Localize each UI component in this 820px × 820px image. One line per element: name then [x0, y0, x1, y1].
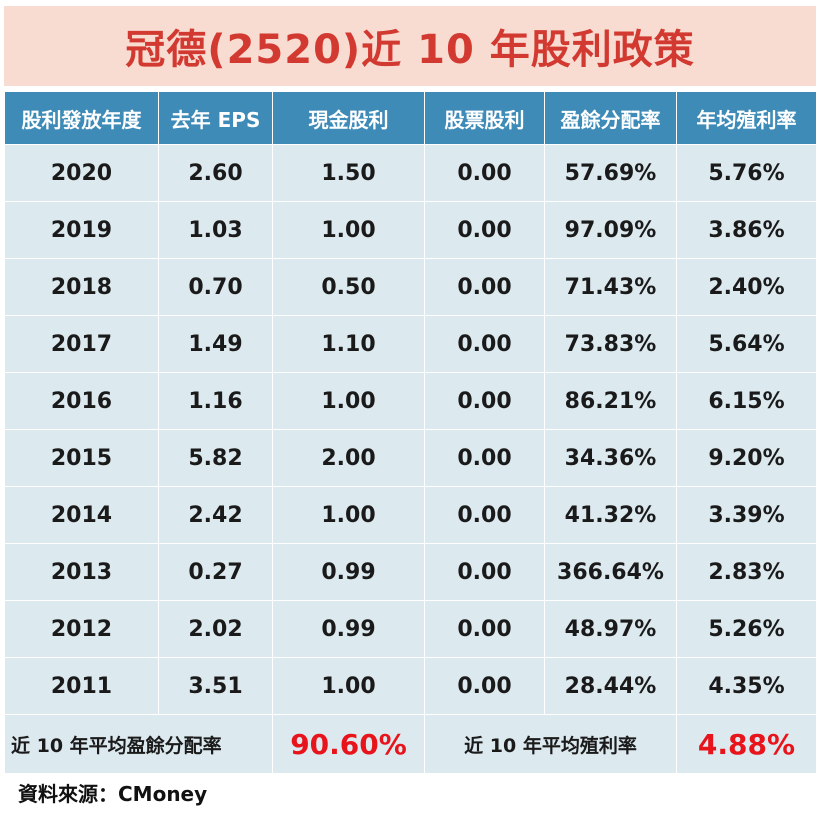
header-year: 股利發放年度: [4, 91, 159, 145]
header-eps: 去年 EPS: [158, 91, 273, 145]
eps-cell: 1.03: [158, 201, 273, 259]
stock-dividend-cell: 0.00: [424, 543, 545, 601]
stock-dividend-cell: 0.00: [424, 429, 545, 487]
source-note: 資料來源：CMoney: [18, 782, 208, 806]
yield-cell: 5.26%: [676, 600, 817, 658]
stock-dividend-cell: 0.00: [424, 372, 545, 430]
eps-cell: 3.51: [158, 657, 273, 715]
cash-dividend-cell: 1.00: [272, 657, 425, 715]
header-payout-ratio: 盈餘分配率: [544, 91, 677, 145]
year-cell: 2019: [4, 201, 159, 259]
stock-dividend-cell: 0.00: [424, 315, 545, 373]
avg-payout-label: 近 10 年平均盈餘分配率: [4, 714, 273, 774]
year-cell: 2011: [4, 657, 159, 715]
payout-ratio-cell: 28.44%: [544, 657, 677, 715]
yield-cell: 2.83%: [676, 543, 817, 601]
yield-cell: 3.86%: [676, 201, 817, 259]
yield-cell: 5.64%: [676, 315, 817, 373]
eps-cell: 2.42: [158, 486, 273, 544]
year-cell: 2013: [4, 543, 159, 601]
year-cell: 2012: [4, 600, 159, 658]
header-yield: 年均殖利率: [676, 91, 817, 145]
eps-cell: 2.60: [158, 144, 273, 202]
stock-dividend-cell: 0.00: [424, 657, 545, 715]
payout-ratio-cell: 41.32%: [544, 486, 677, 544]
cash-dividend-cell: 0.50: [272, 258, 425, 316]
table-row: 2013 0.27 0.99 0.00 366.64% 2.83%: [4, 543, 817, 601]
yield-cell: 2.40%: [676, 258, 817, 316]
table-row: 2014 2.42 1.00 0.00 41.32% 3.39%: [4, 486, 817, 544]
year-cell: 2016: [4, 372, 159, 430]
page-title: 冠德(2520)近 10 年股利政策: [125, 27, 695, 73]
yield-cell: 4.35%: [676, 657, 817, 715]
payout-ratio-cell: 57.69%: [544, 144, 677, 202]
payout-ratio-cell: 48.97%: [544, 600, 677, 658]
payout-ratio-cell: 73.83%: [544, 315, 677, 373]
cash-dividend-cell: 1.10: [272, 315, 425, 373]
yield-cell: 9.20%: [676, 429, 817, 487]
header-stock-dividend: 股票股利: [424, 91, 545, 145]
payout-ratio-cell: 97.09%: [544, 201, 677, 259]
eps-cell: 1.16: [158, 372, 273, 430]
table-row: 2016 1.16 1.00 0.00 86.21% 6.15%: [4, 372, 817, 430]
stock-dividend-cell: 0.00: [424, 258, 545, 316]
summary-row: 近 10 年平均盈餘分配率 90.60% 近 10 年平均殖利率 4.88%: [4, 714, 817, 774]
payout-ratio-cell: 86.21%: [544, 372, 677, 430]
dividend-table: 股利發放年度 去年 EPS 現金股利 股票股利 盈餘分配率 年均殖利率 2020…: [4, 91, 817, 774]
stock-dividend-cell: 0.00: [424, 600, 545, 658]
yield-cell: 3.39%: [676, 486, 817, 544]
year-cell: 2015: [4, 429, 159, 487]
avg-yield-label: 近 10 年平均殖利率: [424, 714, 677, 774]
cash-dividend-cell: 0.99: [272, 543, 425, 601]
header-cash-dividend: 現金股利: [272, 91, 425, 145]
table-body: 2020 2.60 1.50 0.00 57.69% 5.76% 2019 1.03 1.00 0…: [4, 144, 817, 715]
yield-cell: 6.15%: [676, 372, 817, 430]
year-cell: 2018: [4, 258, 159, 316]
cash-dividend-cell: 2.00: [272, 429, 425, 487]
table-row: 2018 0.70 0.50 0.00 71.43% 2.40%: [4, 258, 817, 316]
eps-cell: 0.70: [158, 258, 273, 316]
cash-dividend-cell: 1.50: [272, 144, 425, 202]
payout-ratio-cell: 366.64%: [544, 543, 677, 601]
table-row: 2019 1.03 1.00 0.00 97.09% 3.86%: [4, 201, 817, 259]
eps-cell: 0.27: [158, 543, 273, 601]
stock-dividend-cell: 0.00: [424, 486, 545, 544]
table-row: 2012 2.02 0.99 0.00 48.97% 5.26%: [4, 600, 817, 658]
table-row: 2015 5.82 2.00 0.00 34.36% 9.20%: [4, 429, 817, 487]
stock-dividend-cell: 0.00: [424, 201, 545, 259]
avg-payout-value: 90.60%: [272, 714, 425, 774]
year-cell: 2014: [4, 486, 159, 544]
eps-cell: 2.02: [158, 600, 273, 658]
cash-dividend-cell: 0.99: [272, 600, 425, 658]
year-cell: 2020: [4, 144, 159, 202]
cash-dividend-cell: 1.00: [272, 201, 425, 259]
table-row: 2011 3.51 1.00 0.00 28.44% 4.35%: [4, 657, 817, 715]
year-cell: 2017: [4, 315, 159, 373]
avg-yield-value: 4.88%: [676, 714, 817, 774]
title-banner: 冠德(2520)近 10 年股利政策: [4, 6, 816, 86]
yield-cell: 5.76%: [676, 144, 817, 202]
table-row: 2017 1.49 1.10 0.00 73.83% 5.64%: [4, 315, 817, 373]
table-row: 2020 2.60 1.50 0.00 57.69% 5.76%: [4, 144, 817, 202]
stock-dividend-cell: 0.00: [424, 144, 545, 202]
cash-dividend-cell: 1.00: [272, 486, 425, 544]
cash-dividend-cell: 1.00: [272, 372, 425, 430]
payout-ratio-cell: 34.36%: [544, 429, 677, 487]
eps-cell: 1.49: [158, 315, 273, 373]
eps-cell: 5.82: [158, 429, 273, 487]
table-header-row: 股利發放年度 去年 EPS 現金股利 股票股利 盈餘分配率 年均殖利率: [4, 91, 817, 145]
payout-ratio-cell: 71.43%: [544, 258, 677, 316]
